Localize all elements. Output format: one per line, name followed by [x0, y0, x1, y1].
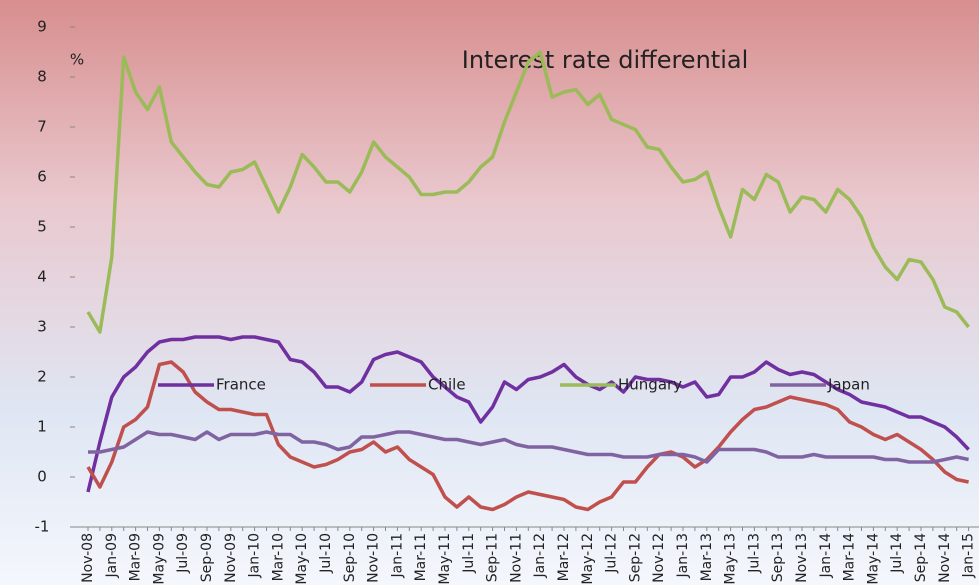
- x-tick-label: Sep-10: [342, 533, 358, 582]
- x-tick-label: Jul-14: [889, 533, 905, 574]
- x-tick-label: Nov-08: [80, 533, 96, 583]
- series-line: [86, 335, 970, 493]
- x-tick-label: Jul-11: [461, 533, 477, 574]
- x-tick-label: Jul-09: [175, 533, 191, 574]
- x-tick-label: May-11: [437, 533, 453, 585]
- x-tick-label: Nov-09: [223, 533, 239, 583]
- y-tick-label: 3: [37, 318, 47, 336]
- x-tick-label: Sep-14: [913, 533, 929, 582]
- y-axis-label: %: [70, 51, 84, 69]
- x-tick-label: Nov-10: [366, 533, 382, 583]
- x-tick-label: Jul-12: [604, 533, 620, 574]
- x-tick-label: Jul-13: [746, 533, 762, 574]
- x-tick-label: Sep-12: [627, 533, 643, 582]
- x-tick-label: Mar-12: [556, 533, 572, 581]
- series-line: [88, 430, 969, 464]
- x-tick-label: Nov-13: [794, 533, 810, 583]
- x-tick-label: Jan-14: [818, 533, 834, 579]
- x-tick-label: Nov-11: [508, 533, 524, 583]
- x-tick-label: Sep-13: [770, 533, 786, 582]
- x-tick-label: Jul-10: [318, 533, 334, 574]
- x-tick-label: May-14: [865, 533, 881, 585]
- y-tick-label: 9: [37, 18, 47, 36]
- y-tick-label: 1: [37, 418, 47, 436]
- y-tick-label: 8: [37, 68, 47, 86]
- x-tick-label: Jan-11: [389, 533, 405, 578]
- y-tick-label: 6: [37, 168, 47, 186]
- x-tick-label: Mar-14: [842, 533, 858, 581]
- y-tick-label: -1: [35, 518, 50, 536]
- x-tick-label: Sep-09: [199, 533, 215, 582]
- x-tick-label: Sep-11: [485, 533, 501, 582]
- y-tick-label: 0: [37, 468, 47, 486]
- x-tick-label: Mar-11: [413, 533, 429, 581]
- y-tick-label: 4: [37, 268, 47, 286]
- legend-label: France: [216, 376, 266, 394]
- x-tick-label: Mar-13: [699, 533, 715, 581]
- series-line: [86, 50, 970, 334]
- chart-title: Interest rate differential: [462, 46, 748, 74]
- x-tick-label: May-09: [151, 533, 167, 585]
- series-line: [86, 360, 969, 512]
- x-tick-label: Jan-09: [104, 533, 120, 578]
- y-tick-label: 2: [37, 368, 47, 386]
- y-tick-label: 5: [37, 218, 47, 236]
- legend-label: Chile: [428, 376, 466, 394]
- x-tick-label: Nov-14: [937, 533, 953, 583]
- x-tick-label: Nov-12: [651, 533, 667, 583]
- x-tick-label: May-10: [294, 533, 310, 585]
- x-tick-label: Jan-13: [675, 533, 691, 578]
- y-tick-label: 7: [37, 118, 47, 136]
- legend-label: Japan: [827, 376, 870, 394]
- x-tick-label: Jan-15: [961, 533, 977, 578]
- legend-label: Hungary: [618, 376, 682, 394]
- x-tick-label: Jan-10: [247, 533, 263, 578]
- x-tick-label: May-12: [580, 533, 596, 585]
- x-tick-label: Mar-09: [128, 533, 144, 581]
- x-tick-label: Mar-10: [270, 533, 286, 581]
- x-tick-label: May-13: [723, 533, 739, 585]
- x-tick-label: Jan-12: [532, 533, 548, 578]
